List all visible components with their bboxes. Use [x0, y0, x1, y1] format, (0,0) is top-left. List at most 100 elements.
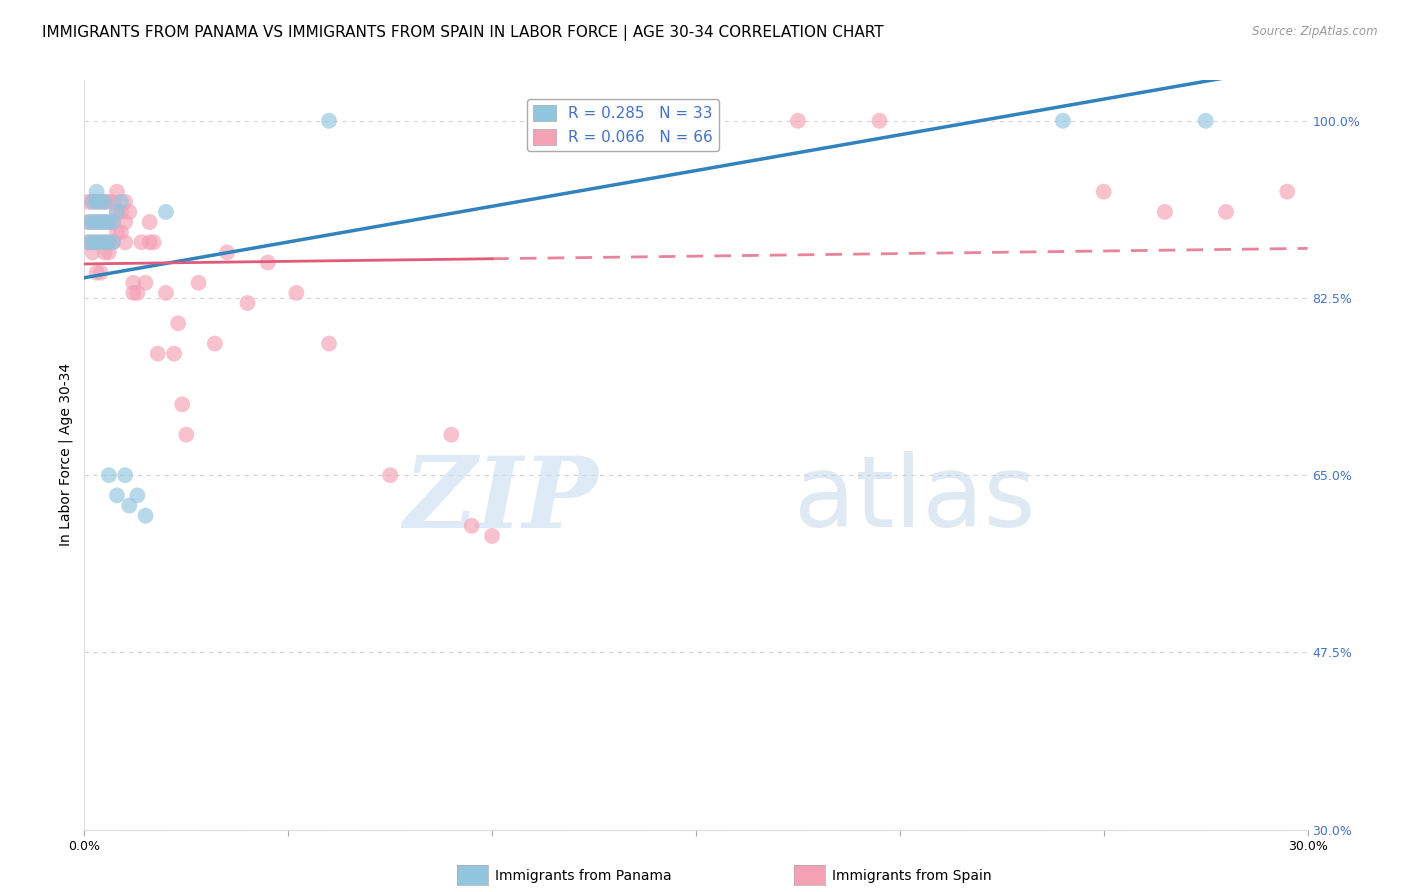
Point: [155, 205, 177, 219]
Text: Immigrants from Spain: Immigrants from Spain: [832, 869, 993, 883]
Point: [204, 336, 226, 351]
Point: [543, 113, 565, 128]
Point: [82, 194, 104, 209]
Point: [86, 266, 108, 280]
Point: [82, 235, 104, 250]
Point: [869, 113, 891, 128]
Point: [90, 215, 112, 229]
Point: [93, 215, 115, 229]
Point: [86, 194, 108, 209]
Point: [787, 113, 810, 128]
Point: [77, 215, 100, 229]
Point: [105, 488, 128, 502]
Point: [1277, 185, 1299, 199]
Point: [142, 235, 165, 250]
Point: [97, 468, 120, 483]
Point: [110, 225, 132, 239]
Point: [97, 235, 120, 250]
Point: [380, 468, 402, 483]
Point: [101, 194, 124, 209]
Point: [318, 113, 340, 128]
Point: [97, 245, 120, 260]
Point: [118, 499, 141, 513]
Point: [685, 113, 707, 128]
Point: [1092, 185, 1115, 199]
Point: [155, 285, 177, 300]
Point: [90, 235, 112, 250]
Point: [90, 235, 112, 250]
Point: [101, 235, 124, 250]
Point: [236, 296, 259, 310]
Point: [1215, 205, 1237, 219]
Point: [97, 194, 120, 209]
Point: [86, 235, 108, 250]
Text: Immigrants from Panama: Immigrants from Panama: [495, 869, 672, 883]
Point: [82, 215, 104, 229]
Point: [131, 235, 153, 250]
Point: [217, 245, 239, 260]
Point: [93, 215, 115, 229]
Point: [105, 205, 128, 219]
Text: atlas: atlas: [794, 451, 1035, 549]
Point: [101, 215, 124, 229]
Point: [97, 215, 120, 229]
Point: [285, 285, 308, 300]
Point: [82, 245, 104, 260]
Point: [138, 235, 160, 250]
Point: [82, 215, 104, 229]
Point: [172, 397, 194, 411]
Point: [114, 215, 136, 229]
Point: [138, 215, 160, 229]
Point: [86, 235, 108, 250]
Point: [93, 194, 115, 209]
Point: [1195, 113, 1218, 128]
Point: [122, 285, 145, 300]
Point: [82, 235, 104, 250]
Point: [93, 235, 115, 250]
Point: [97, 235, 120, 250]
Point: [114, 468, 136, 483]
Point: [481, 529, 503, 543]
Point: [127, 285, 149, 300]
Point: [135, 276, 157, 290]
Point: [146, 346, 169, 360]
Point: [86, 215, 108, 229]
Point: [114, 235, 136, 250]
Point: [101, 235, 124, 250]
Point: [187, 276, 209, 290]
Point: [105, 205, 128, 219]
Point: [82, 194, 104, 209]
Point: [97, 215, 120, 229]
Point: [86, 185, 108, 199]
Point: [101, 215, 124, 229]
Point: [77, 215, 100, 229]
Point: [118, 205, 141, 219]
Point: [110, 194, 132, 209]
Point: [93, 235, 115, 250]
Point: [163, 346, 186, 360]
Point: [318, 336, 340, 351]
Point: [86, 194, 108, 209]
Point: [1052, 113, 1074, 128]
Point: [77, 235, 100, 250]
Point: [90, 194, 112, 209]
Point: [127, 488, 149, 502]
Point: [90, 266, 112, 280]
Point: [93, 245, 115, 260]
Point: [93, 194, 115, 209]
Point: [86, 215, 108, 229]
Point: [105, 185, 128, 199]
Point: [105, 225, 128, 239]
Point: [114, 194, 136, 209]
Point: [461, 518, 484, 533]
Text: Source: ZipAtlas.com: Source: ZipAtlas.com: [1253, 25, 1378, 38]
Point: [110, 205, 132, 219]
Point: [77, 194, 100, 209]
Legend: R = 0.285   N = 33, R = 0.066   N = 66: R = 0.285 N = 33, R = 0.066 N = 66: [526, 99, 718, 151]
Y-axis label: In Labor Force | Age 30-34: In Labor Force | Age 30-34: [59, 363, 73, 547]
Point: [174, 427, 197, 442]
Text: ZIP: ZIP: [404, 451, 598, 548]
Point: [440, 427, 463, 442]
Point: [167, 316, 190, 330]
Point: [135, 508, 157, 523]
